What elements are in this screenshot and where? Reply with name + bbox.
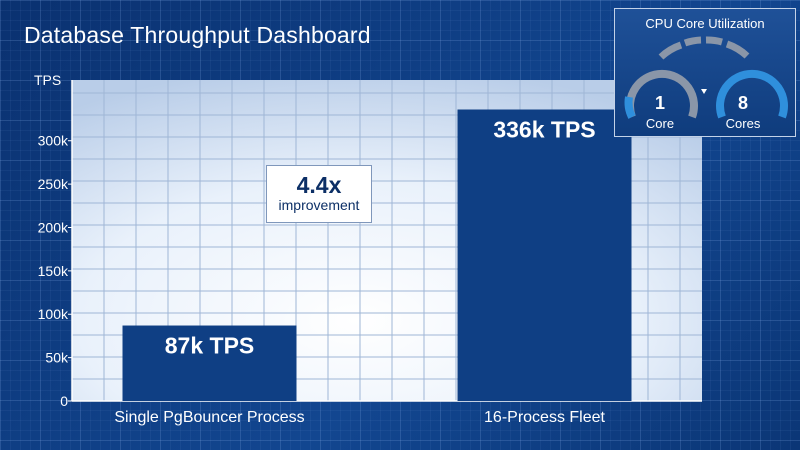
- category-label: Single PgBouncer Process: [114, 409, 304, 426]
- bar: [122, 325, 297, 401]
- cpu-panel-title: CPU Core Utilization: [645, 16, 765, 31]
- y-tick-label: 0: [60, 393, 68, 409]
- gauge-1-value: 1: [654, 93, 665, 113]
- top-segment-arc: [658, 36, 750, 60]
- y-tick-label: 50k: [45, 350, 69, 366]
- bar-value-label: 336k TPS: [493, 116, 595, 142]
- gauge-2-caption: Cores: [725, 116, 761, 131]
- gauge-pointer-icon: [701, 89, 707, 94]
- category-label: 16-Process Fleet: [484, 409, 605, 426]
- y-tick-label: 100k: [38, 306, 69, 322]
- improvement-value: 4.4x: [296, 172, 342, 198]
- bar: [457, 109, 632, 401]
- cpu-gauges: [624, 36, 788, 119]
- y-axis-label: TPS: [34, 72, 61, 88]
- cpu-utilization-panel: CPU Core Utilization 1 Core 8 Cores: [614, 8, 796, 137]
- gauge-1-caption: Core: [645, 116, 675, 131]
- gauge-1-fill: [624, 96, 636, 119]
- dashboard-title: Database Throughput Dashboard: [24, 22, 371, 48]
- y-tick-label: 200k: [38, 219, 69, 235]
- gauge-2-fill: [716, 69, 788, 119]
- gauge-2-value: 8: [737, 93, 748, 113]
- y-tick-label: 250k: [38, 176, 69, 192]
- improvement-text: improvement: [278, 197, 360, 213]
- y-tick-label: 300k: [38, 133, 69, 149]
- improvement-callout: 4.4x improvement: [266, 165, 372, 223]
- bar-value-label: 87k TPS: [165, 333, 255, 359]
- y-tick-label: 150k: [38, 263, 69, 279]
